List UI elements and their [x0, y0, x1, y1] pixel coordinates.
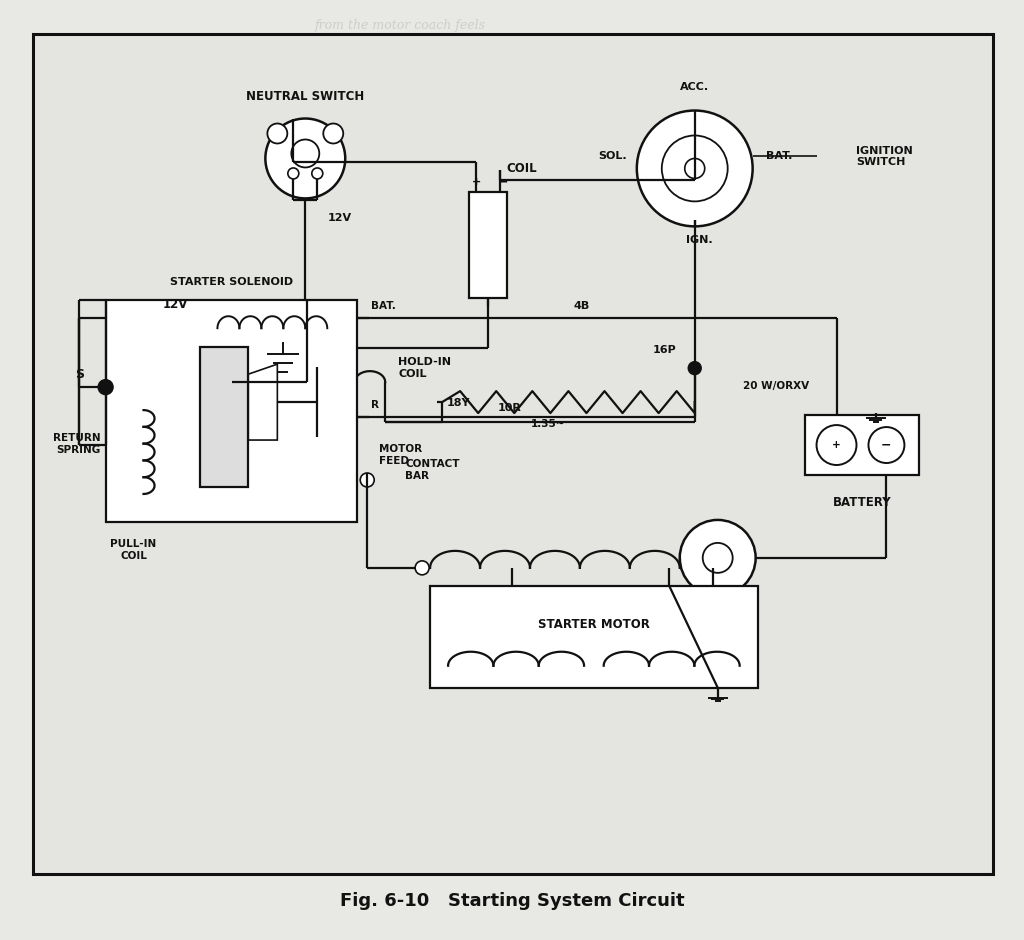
Text: MOTOR
FEED: MOTOR FEED	[379, 445, 422, 466]
Bar	[430, 586, 758, 688]
Text: ability to full throttle should be old-in: ability to full throttle should be old-i…	[282, 519, 519, 531]
Text: SOL.: SOL.	[599, 151, 627, 162]
Text: 2. Connect the: 2. Connect the	[204, 199, 297, 212]
Text: 3. Connect battery: 3. Connect battery	[786, 118, 892, 128]
Bar	[201, 347, 249, 487]
Text: BAT.: BAT.	[766, 151, 793, 162]
Circle shape	[360, 473, 374, 487]
Circle shape	[816, 425, 856, 465]
Text: CONTACT
BAR: CONTACT BAR	[406, 460, 460, 480]
Text: HOLD-IN
COIL: HOLD-IN COIL	[398, 357, 452, 379]
Text: COIL: COIL	[506, 162, 537, 175]
Text: Fig. 6-10   Starting System Circuit: Fig. 6-10 Starting System Circuit	[340, 892, 684, 910]
Circle shape	[291, 139, 319, 167]
Text: 1.35~: 1.35~	[531, 419, 565, 429]
Text: ability to full throttle should be old-in: ability to full throttle should be old-i…	[301, 368, 539, 382]
Text: circuit.: circuit.	[328, 228, 373, 242]
Bar	[105, 300, 357, 522]
Text: ACC.: ACC.	[680, 82, 710, 91]
Text: starter and the chassis engine be old-in-: starter and the chassis engine be old-in…	[272, 548, 527, 561]
Text: IGNITION
SWITCH: IGNITION SWITCH	[856, 146, 913, 167]
Text: lextrais: lextrais	[809, 297, 851, 307]
Circle shape	[267, 123, 288, 144]
Text: hold: hold	[807, 208, 831, 217]
Circle shape	[415, 561, 429, 575]
Text: body, to full chassis engine be old-in-: body, to full chassis engine be old-in-	[284, 578, 517, 591]
Text: R: R	[372, 400, 379, 410]
Circle shape	[685, 159, 705, 179]
Circle shape	[662, 135, 728, 201]
Text: PULL-IN
COIL: PULL-IN COIL	[111, 539, 157, 560]
Text: +: +	[471, 178, 480, 187]
Text: 4B: 4B	[573, 301, 590, 311]
Circle shape	[702, 543, 733, 572]
Text: circuit.: circuit.	[790, 267, 829, 277]
Bar	[805, 415, 920, 475]
Text: carefully.: carefully.	[744, 49, 815, 63]
Bar	[469, 193, 507, 298]
Text: switch motor: switch motor	[793, 178, 866, 187]
Text: RETURN
SPRING: RETURN SPRING	[53, 433, 100, 455]
Text: 20 W/ORXV: 20 W/ORXV	[742, 381, 809, 391]
Text: from the motor coach feels: from the motor coach feels	[314, 19, 485, 32]
Text: hold: hold	[306, 169, 334, 182]
Text: 18Y: 18Y	[446, 399, 470, 408]
Circle shape	[868, 427, 904, 463]
Text: −: −	[882, 439, 892, 451]
Text: between starter motor and motor type re-: between starter motor and motor type re-	[267, 489, 532, 501]
Polygon shape	[249, 364, 278, 440]
Circle shape	[637, 111, 753, 227]
Text: starter starter starter: starter starter starter	[339, 400, 462, 410]
Text: 12V: 12V	[328, 213, 351, 224]
Circle shape	[288, 168, 299, 179]
Text: between starter motor starter: between starter motor starter	[305, 608, 496, 621]
Text: 12V: 12V	[163, 298, 187, 311]
Text: STARTER MOTOR: STARTER MOTOR	[538, 618, 650, 631]
Circle shape	[311, 168, 323, 179]
Text: +: +	[833, 440, 841, 450]
Text: BAT.: BAT.	[372, 301, 396, 311]
Text: between starter, starter button: between starter, starter button	[352, 338, 548, 352]
Circle shape	[324, 123, 343, 144]
Text: solenoid and the solenoid: solenoid and the solenoid	[748, 148, 892, 158]
Text: 3. Connect battery: 3. Connect battery	[560, 79, 679, 92]
Text: amperemeter: amperemeter	[208, 828, 293, 841]
Text: between: between	[523, 858, 577, 871]
Circle shape	[688, 362, 701, 375]
Text: NEUTRAL SWITCH: NEUTRAL SWITCH	[246, 90, 365, 103]
Text: STARTER SOLENOID: STARTER SOLENOID	[170, 277, 293, 288]
Circle shape	[680, 520, 756, 596]
Text: 16P: 16P	[653, 345, 677, 355]
Text: IGN.: IGN.	[686, 235, 713, 245]
Text: −: −	[498, 176, 508, 189]
Text: 10R: 10R	[498, 403, 522, 413]
Text: a possible and: a possible and	[779, 357, 860, 368]
Text: BATTERY: BATTERY	[833, 496, 891, 509]
Text: S: S	[75, 368, 84, 381]
Text: carefully.: carefully.	[821, 83, 898, 100]
Text: solenoid and the solenoid: solenoid and the solenoid	[299, 109, 461, 122]
Circle shape	[98, 380, 113, 395]
Circle shape	[265, 118, 345, 198]
Bar	[33, 34, 993, 874]
Text: switch motor: switch motor	[509, 139, 592, 152]
Text: a possible and: a possible and	[635, 448, 725, 462]
